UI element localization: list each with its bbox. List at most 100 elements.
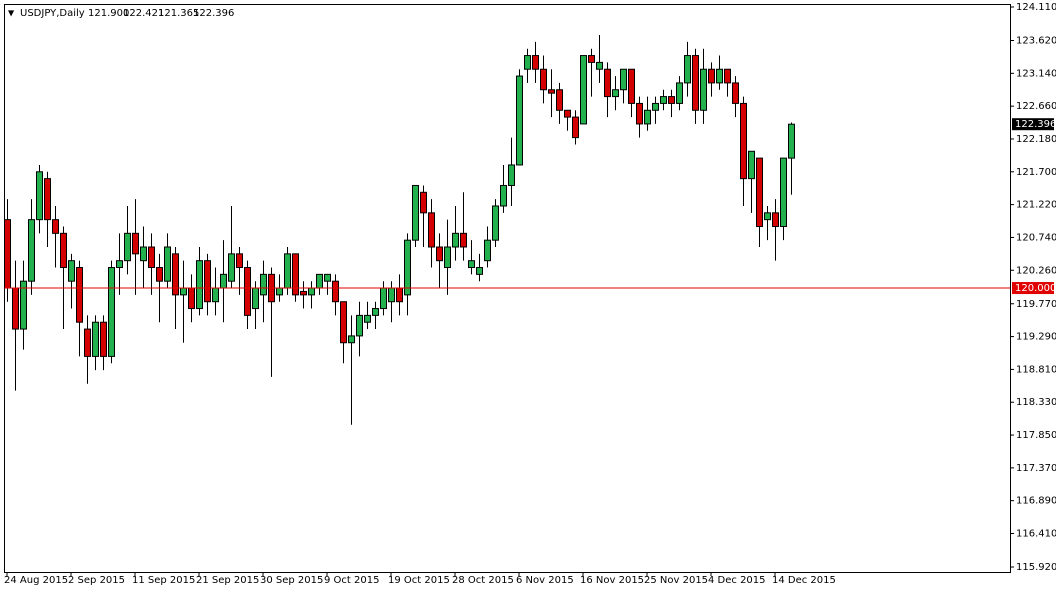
candle-body bbox=[716, 68, 723, 84]
candle-body bbox=[36, 171, 43, 221]
y-tick-label: 117.370 bbox=[1016, 463, 1056, 474]
candle-body bbox=[60, 232, 67, 269]
candle-body bbox=[364, 314, 371, 323]
candle-body bbox=[524, 55, 531, 70]
candle-body bbox=[332, 280, 339, 303]
y-tick-label: 123.140 bbox=[1016, 68, 1056, 79]
header-open: 121.900 bbox=[88, 8, 129, 19]
candle-body bbox=[4, 219, 11, 289]
candle-body bbox=[692, 55, 699, 111]
candle-body bbox=[604, 68, 611, 98]
candle-body bbox=[212, 287, 219, 303]
header-low: 121.365 bbox=[158, 8, 199, 19]
candle-body bbox=[20, 280, 27, 330]
candle-body bbox=[196, 260, 203, 310]
header-close: 122.396 bbox=[193, 8, 234, 19]
candle-body bbox=[636, 102, 643, 125]
candle-body bbox=[628, 68, 635, 104]
x-tick-label: 16 Nov 2015 bbox=[580, 575, 644, 586]
y-tick-label: 122.180 bbox=[1016, 134, 1056, 145]
candle-body bbox=[108, 267, 115, 357]
candle-body bbox=[164, 246, 171, 282]
candle-body bbox=[252, 287, 259, 310]
candle-body bbox=[188, 287, 195, 310]
y-tick-label: 119.290 bbox=[1016, 332, 1056, 343]
y-tick-label: 122.660 bbox=[1016, 101, 1056, 112]
candle-body bbox=[84, 328, 91, 357]
candle-body bbox=[620, 68, 627, 91]
candle-body bbox=[372, 308, 379, 316]
candle-body bbox=[300, 290, 307, 296]
candle-body bbox=[644, 109, 651, 125]
candle-body bbox=[596, 61, 603, 70]
candle-body bbox=[28, 219, 35, 282]
candle-body bbox=[676, 82, 683, 104]
candle-body bbox=[388, 287, 395, 303]
x-tick-label: 4 Dec 2015 bbox=[708, 575, 766, 586]
header-high: 122.421 bbox=[123, 8, 164, 19]
x-tick-label: 14 Dec 2015 bbox=[772, 575, 836, 586]
x-tick-label: 25 Nov 2015 bbox=[644, 575, 708, 586]
candle-body bbox=[276, 287, 283, 296]
candle-body bbox=[780, 157, 787, 227]
price-label: 122.396 bbox=[1015, 119, 1056, 130]
candle-body bbox=[556, 89, 563, 111]
candle-body bbox=[500, 184, 507, 207]
candle-body bbox=[132, 232, 139, 255]
y-tick-label: 121.220 bbox=[1016, 200, 1056, 211]
candle-body bbox=[724, 68, 731, 84]
candle-body bbox=[284, 253, 291, 289]
level-label-box bbox=[1012, 282, 1054, 295]
candle-body bbox=[156, 267, 163, 282]
y-tick-label: 120.740 bbox=[1016, 232, 1056, 243]
y-tick-label: 117.850 bbox=[1016, 430, 1056, 441]
y-tick-label: 115.920 bbox=[1016, 562, 1056, 573]
y-tick-label: 118.810 bbox=[1016, 364, 1056, 375]
candle-body bbox=[172, 253, 179, 296]
y-tick-label: 121.700 bbox=[1016, 167, 1056, 178]
candle-body bbox=[180, 287, 187, 296]
candle-body bbox=[572, 116, 579, 139]
candle-body bbox=[660, 96, 667, 104]
candle-body bbox=[484, 239, 491, 262]
candle-body bbox=[588, 55, 595, 63]
candle-body bbox=[412, 184, 419, 241]
x-tick-label: 28 Oct 2015 bbox=[452, 575, 514, 586]
candle-body bbox=[340, 301, 347, 344]
candle-body bbox=[788, 123, 795, 159]
candle-body bbox=[76, 267, 83, 323]
candle-body bbox=[308, 287, 315, 296]
x-tick-label: 24 Aug 2015 bbox=[4, 575, 68, 586]
candle-body bbox=[476, 267, 483, 275]
candle-body bbox=[564, 109, 571, 118]
y-tick-label: 120.260 bbox=[1016, 265, 1056, 276]
candle-body bbox=[732, 82, 739, 104]
level-label: 120.000 bbox=[1015, 283, 1056, 294]
candle-body bbox=[92, 321, 99, 357]
x-tick-label: 9 Oct 2015 bbox=[324, 575, 379, 586]
candle-body bbox=[292, 253, 299, 296]
x-tick-label: 19 Oct 2015 bbox=[388, 575, 450, 586]
candle-body bbox=[148, 246, 155, 269]
candle-body bbox=[116, 260, 123, 269]
candle-body bbox=[748, 150, 755, 180]
candle-body bbox=[124, 232, 131, 262]
candle-body bbox=[380, 287, 387, 310]
candle-body bbox=[468, 260, 475, 269]
candle-body bbox=[772, 212, 779, 227]
candle-body bbox=[324, 273, 331, 282]
candle-body bbox=[612, 89, 619, 98]
candle-body bbox=[580, 55, 587, 125]
candle-body bbox=[348, 335, 355, 344]
y-tick-label: 123.620 bbox=[1016, 36, 1056, 47]
candle-body bbox=[684, 55, 691, 84]
candle-body bbox=[260, 273, 267, 296]
candle-body bbox=[100, 321, 107, 357]
y-tick-label: 119.770 bbox=[1016, 299, 1056, 310]
candle-body bbox=[740, 102, 747, 180]
x-tick-label: 21 Sep 2015 bbox=[196, 575, 259, 586]
candle-body bbox=[204, 260, 211, 303]
candle-body bbox=[228, 253, 235, 282]
y-tick-label: 124.110 bbox=[1016, 2, 1056, 13]
